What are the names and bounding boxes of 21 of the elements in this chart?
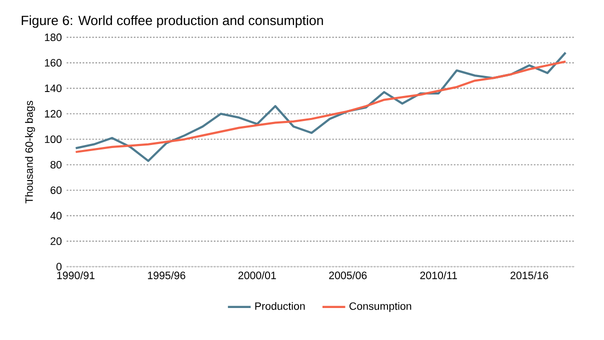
x-tick-label: 2000/01 — [238, 271, 276, 280]
legend-label: Production — [255, 302, 305, 310]
y-tick-label: 60 — [50, 186, 62, 194]
x-tick-label: 1990/91 — [57, 271, 94, 280]
line-series — [74, 52, 567, 162]
x-tick-label: 2015/16 — [510, 271, 548, 280]
y-axis-title: Thousand 60-kg bags — [25, 100, 36, 204]
y-tick-label: 0 — [56, 262, 62, 270]
chart-title: Figure 6: World coffee production and consumption — [22, 15, 323, 28]
y-tick-label: 140 — [44, 84, 62, 92]
x-tick-label: 2005/06 — [329, 271, 367, 280]
legend-label: Consumption — [350, 302, 412, 312]
y-tick-label: 80 — [50, 160, 62, 169]
y-tick-label: 100 — [44, 135, 62, 144]
x-tick-label: 1995/96 — [148, 271, 186, 280]
x-tick-label: 2010/11 — [420, 271, 457, 280]
y-tick-label: 120 — [44, 110, 62, 118]
y-tick-label: 20 — [50, 237, 62, 245]
y-tick-label: 160 — [44, 59, 62, 67]
y-tick-label: 180 — [44, 34, 62, 42]
y-tick-label: 40 — [50, 212, 62, 220]
